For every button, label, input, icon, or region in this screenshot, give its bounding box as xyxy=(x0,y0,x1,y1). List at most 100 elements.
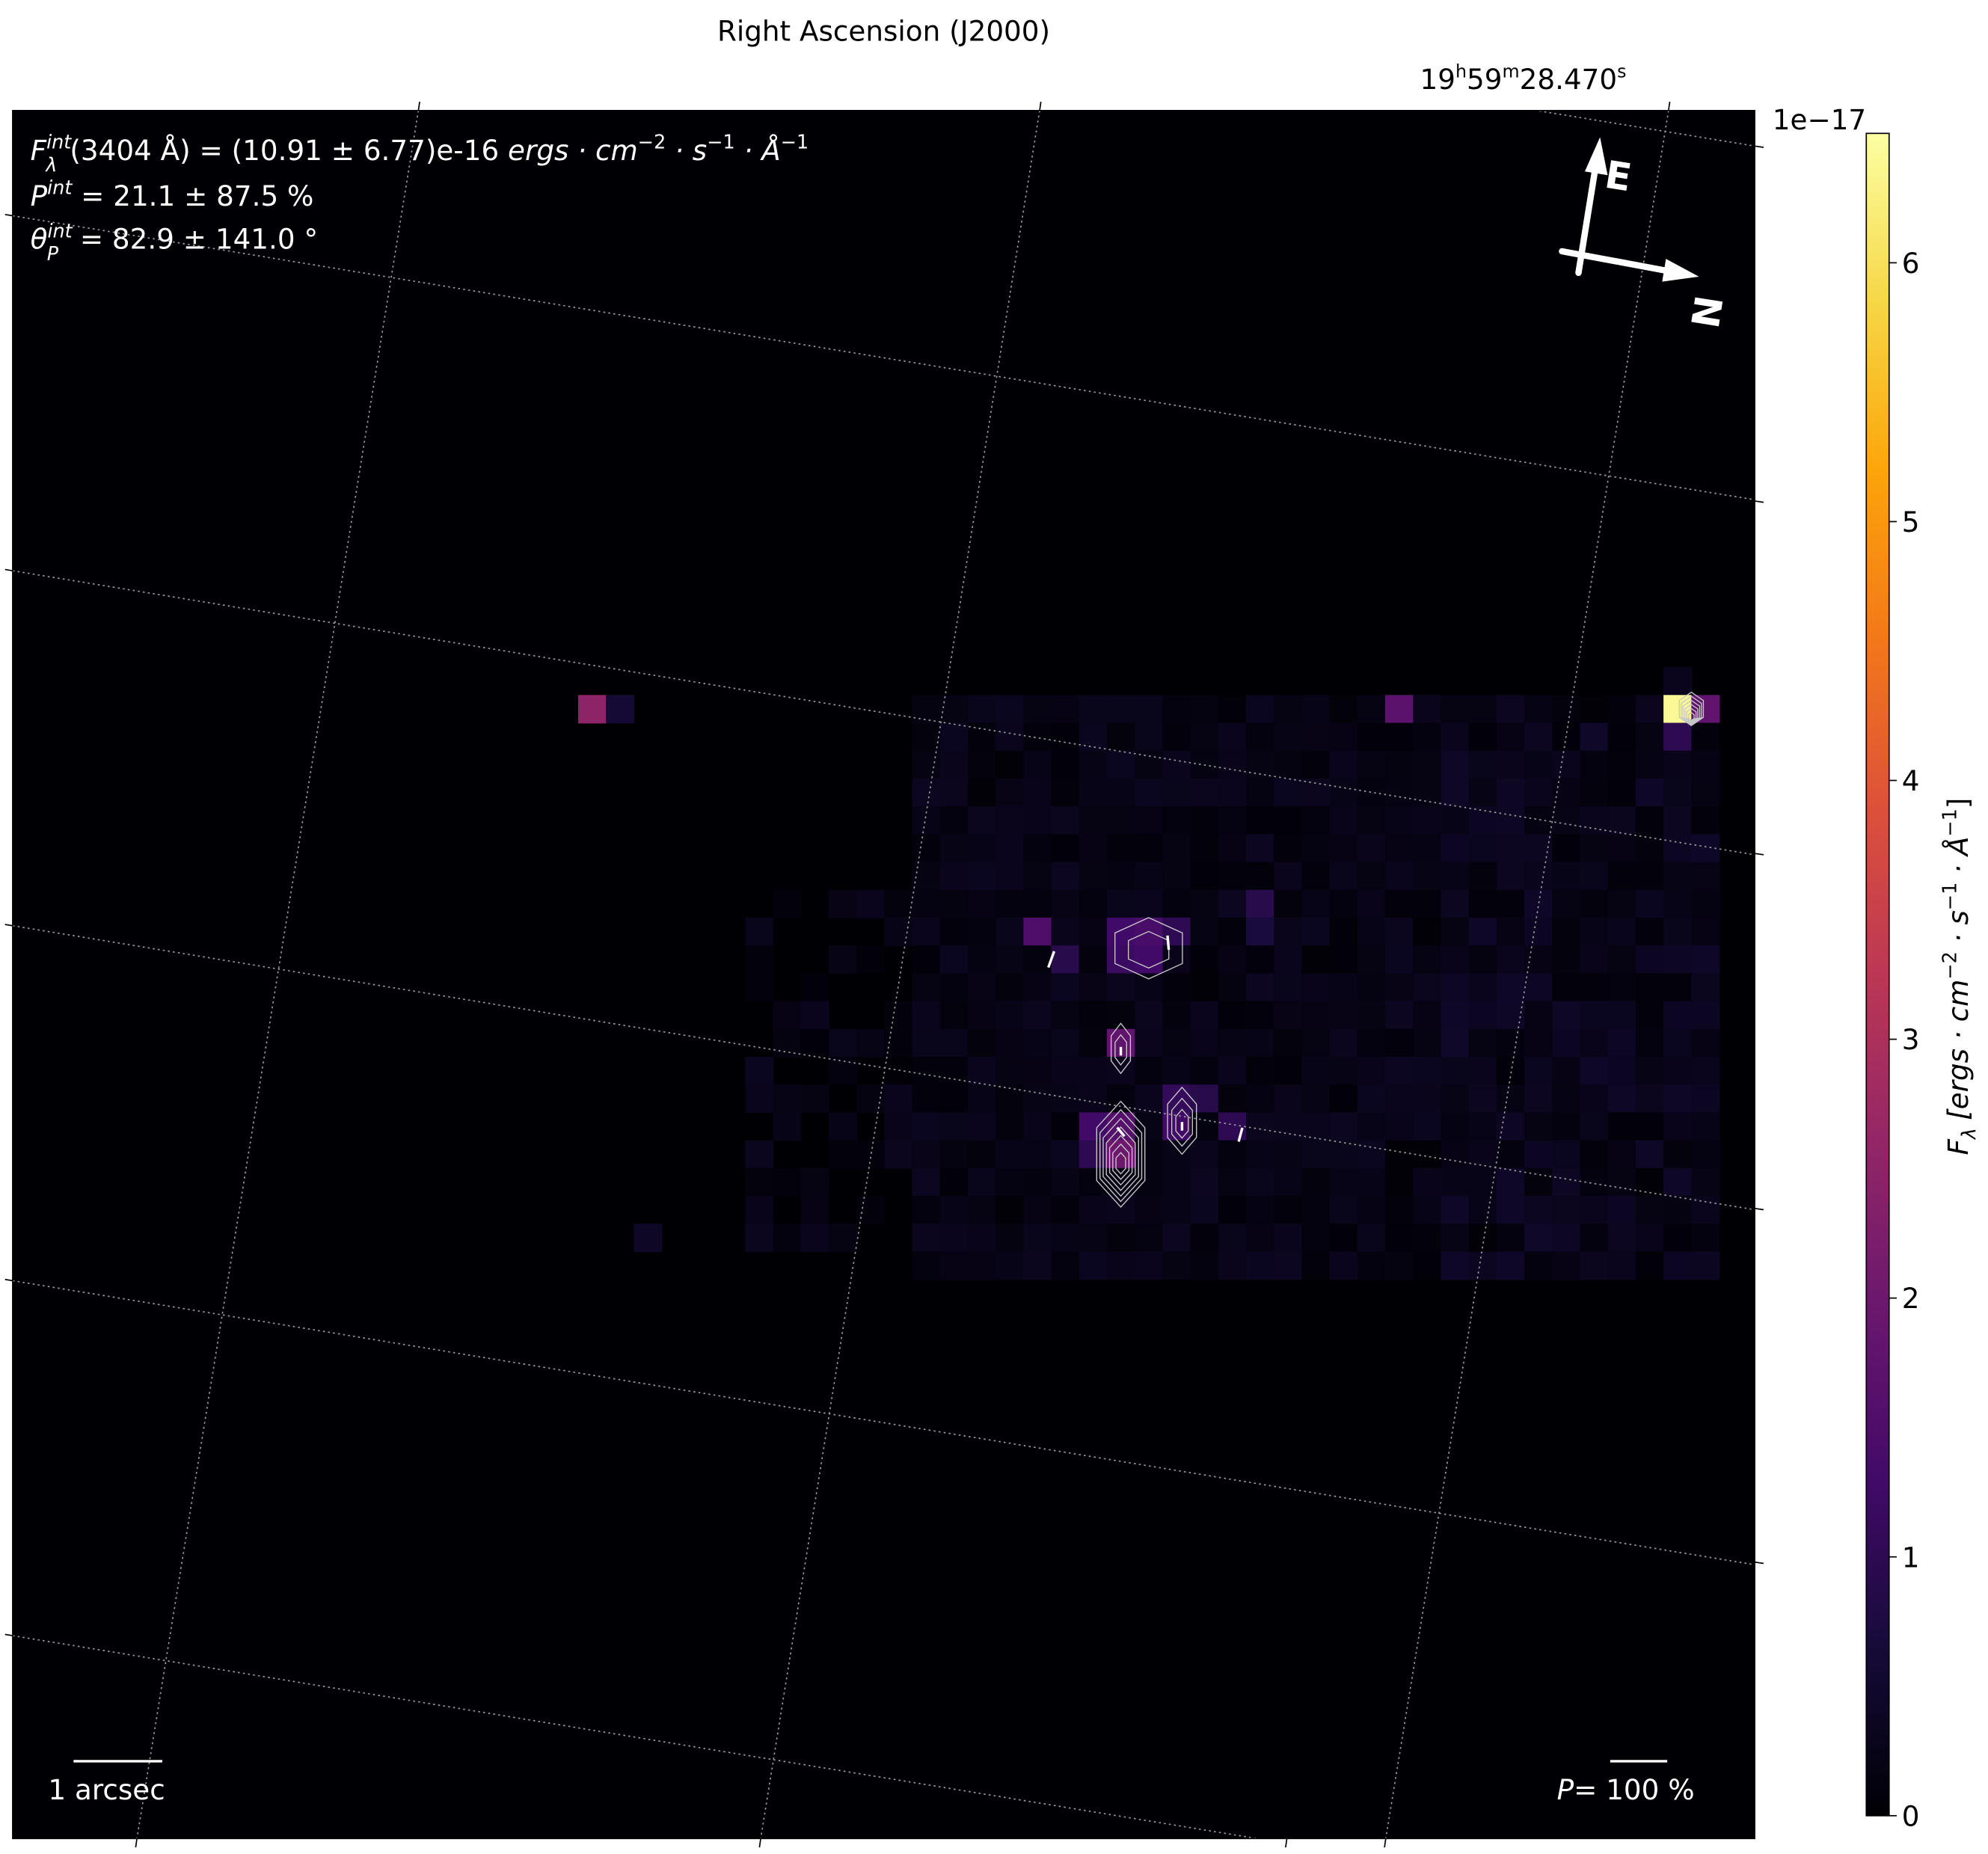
north-arrow xyxy=(1559,248,1675,275)
heatmap-pixel xyxy=(1023,1112,1052,1141)
heatmap-pixel xyxy=(995,973,1025,1002)
heatmap-pixel xyxy=(1162,1167,1191,1197)
heatmap-pixel xyxy=(1552,889,1581,918)
heatmap-pixel xyxy=(1218,806,1247,835)
heatmap-pixel xyxy=(1663,1056,1693,1086)
heatmap-pixel xyxy=(1441,750,1470,779)
heatmap-pixel xyxy=(1190,1084,1219,1114)
heatmap-pixel xyxy=(1524,834,1553,863)
heatmap-pixel xyxy=(1441,1140,1470,1169)
heatmap-pixel xyxy=(1079,1196,1108,1225)
heatmap-pixel xyxy=(1357,1084,1386,1114)
heatmap-pixel xyxy=(1245,862,1275,891)
bottom-tick xyxy=(135,1838,138,1848)
heatmap-pixel xyxy=(1079,750,1108,779)
heatmap-pixel xyxy=(1106,973,1136,1002)
heatmap-pixel xyxy=(773,1167,802,1197)
heatmap-pixel xyxy=(1635,1112,1664,1141)
arcsec-scale-label: 1 arcsec xyxy=(48,1773,165,1806)
heatmap-pixel xyxy=(912,1001,941,1030)
heatmap-pixel xyxy=(995,945,1025,974)
heatmap-pixel xyxy=(1162,1251,1191,1280)
north-arrowhead-icon xyxy=(1662,259,1699,282)
heatmap-pixel xyxy=(1441,1084,1470,1114)
heatmap-pixel xyxy=(1051,750,1080,779)
heatmap-pixel xyxy=(1496,778,1525,807)
heatmap-pixel xyxy=(884,1084,913,1114)
heatmap-pixel xyxy=(1023,778,1052,807)
heatmap-pixel xyxy=(912,695,941,724)
heatmap-pixel xyxy=(1385,1001,1414,1030)
heatmap-pixel xyxy=(1218,1001,1247,1030)
dec-grid-line xyxy=(12,1635,1261,1839)
heatmap-pixel xyxy=(1607,834,1636,863)
heatmap-pixel xyxy=(967,889,996,918)
heatmap-pixel xyxy=(1663,1028,1693,1058)
top-tick xyxy=(1667,101,1671,111)
heatmap-pixel xyxy=(1079,778,1108,807)
heatmap-pixel xyxy=(1245,1196,1275,1225)
heatmap-pixel xyxy=(1524,1251,1553,1280)
heatmap-pixel xyxy=(1691,1251,1720,1280)
dec-grid-line xyxy=(12,1280,1755,1565)
heatmap-pixel xyxy=(1079,1224,1108,1253)
heatmap-pixel xyxy=(1357,1028,1386,1058)
heatmap-pixel xyxy=(1329,834,1358,863)
heatmap-pixel xyxy=(745,1167,774,1197)
heatmap-pixel xyxy=(1190,1112,1219,1141)
heatmap-pixel xyxy=(1274,1196,1303,1225)
heatmap-pixel xyxy=(1691,1224,1720,1253)
heatmap-pixel xyxy=(1301,1001,1331,1030)
heatmap-pixel xyxy=(1580,862,1609,891)
contour-line xyxy=(1105,1126,1136,1191)
heatmap-pixel xyxy=(1218,973,1247,1002)
heatmap-pixel xyxy=(939,695,969,724)
heatmap-pixel xyxy=(1218,1028,1247,1058)
heatmap-pixel xyxy=(773,1224,802,1253)
colorbar-tick-label: 2 xyxy=(1902,1282,1920,1315)
heatmap-pixel xyxy=(1635,1001,1664,1030)
heatmap-pixel xyxy=(1357,806,1386,835)
integrated-angle-label: θint P = 82.9 ± 141.0 ° xyxy=(31,219,318,265)
heatmap-pixel xyxy=(1580,973,1609,1002)
heatmap-pixel xyxy=(1607,1084,1636,1114)
contour-line xyxy=(1681,696,1702,725)
heatmap-pixel xyxy=(1106,889,1136,918)
heatmap-pixel xyxy=(1496,973,1525,1002)
heatmap-pixel xyxy=(1190,834,1219,863)
heatmap-pixel xyxy=(1413,778,1442,807)
heatmap-pixel xyxy=(967,1224,996,1253)
contour-line xyxy=(1682,699,1701,725)
heatmap-pixel xyxy=(1663,722,1693,752)
heatmap-pixel xyxy=(1329,1084,1358,1114)
heatmap-pixel xyxy=(828,1112,857,1141)
heatmap-pixel xyxy=(1051,778,1080,807)
heatmap-pixel xyxy=(745,1196,774,1225)
heatmap-pixel xyxy=(1441,1224,1470,1253)
contour-line xyxy=(1175,1108,1189,1139)
heatmap-pixel xyxy=(1663,973,1693,1002)
heatmap-pixel xyxy=(1663,1001,1693,1030)
heatmap-pixel xyxy=(1607,695,1636,724)
heatmap-pixel xyxy=(1607,1196,1636,1225)
left-tick xyxy=(4,1278,13,1282)
heatmap-pixel xyxy=(1468,1112,1497,1141)
heatmap-pixel xyxy=(1552,945,1581,974)
heatmap-pixel xyxy=(856,1140,886,1169)
heatmap-pixel xyxy=(1496,722,1525,752)
heatmap-pixel xyxy=(1190,695,1219,724)
heatmap-pixel xyxy=(1190,1028,1219,1058)
integrated-polarization-label: Pint = 21.1 ± 87.5 % xyxy=(31,177,314,212)
heatmap-pixel xyxy=(1051,1001,1080,1030)
heatmap-pixel xyxy=(1301,1112,1331,1141)
heatmap-pixel xyxy=(1663,917,1693,947)
heatmap-pixel xyxy=(1691,1167,1720,1197)
heatmap-pixel xyxy=(1441,945,1470,974)
heatmap-pixel xyxy=(995,862,1025,891)
heatmap-pixel xyxy=(1496,1224,1525,1253)
heatmap-pixel xyxy=(1413,1028,1442,1058)
heatmap-pixel xyxy=(856,889,886,918)
heatmap-pixel xyxy=(1190,945,1219,974)
heatmap-pixel xyxy=(1357,1224,1386,1253)
heatmap-pixel xyxy=(1468,1028,1497,1058)
